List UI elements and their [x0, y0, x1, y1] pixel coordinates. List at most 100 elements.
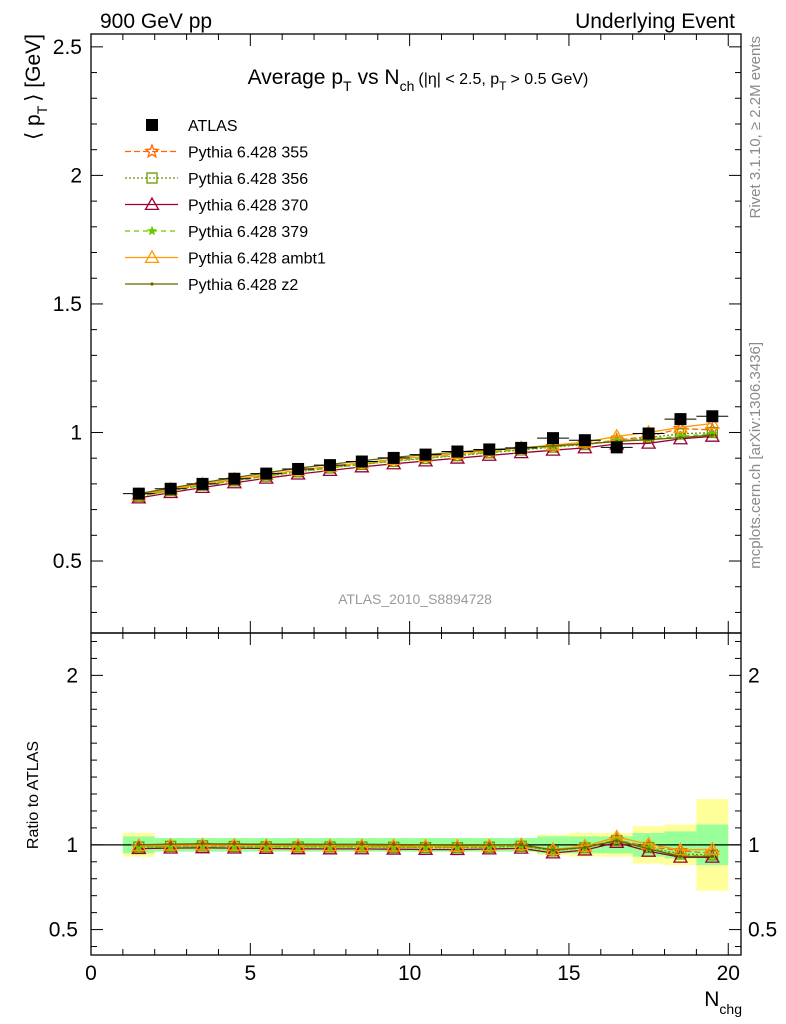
- series-line-main: [138, 431, 713, 497]
- y-tick-label-main: 2.5: [53, 36, 82, 59]
- y-tick-label-main: 1: [70, 421, 82, 444]
- series-marker-main: [545, 437, 561, 451]
- series-marker-ratio: [169, 842, 173, 846]
- series-marker-ratio: [646, 847, 651, 851]
- title-vs-sub: ch: [400, 78, 415, 94]
- legend-label: Pythia 6.428 356: [188, 171, 308, 188]
- series-marker-ratio: [328, 842, 332, 846]
- y-axis-label: ⟨ pT ⟩ [GeV]: [22, 34, 50, 140]
- data-point: [578, 434, 591, 447]
- series-marker-ratio: [232, 842, 236, 846]
- title-main: Average p: [248, 66, 343, 89]
- series-marker-ratio: [513, 837, 529, 851]
- series-marker-ratio: [360, 842, 364, 846]
- x-axis-label-main: N: [704, 988, 719, 1011]
- series-marker-ratio: [513, 840, 529, 854]
- title-cuts-sub: T: [499, 79, 507, 93]
- series-marker-ratio: [392, 842, 396, 847]
- series-marker-ratio: [615, 839, 619, 843]
- series-marker-ratio: [551, 848, 555, 852]
- ratio-plot-frame: [90, 632, 742, 956]
- header-left: 900 GeV pp: [100, 10, 212, 33]
- series-line-main: [138, 427, 713, 497]
- data-point: [387, 451, 400, 464]
- y-tick-label-main: 0.5: [53, 550, 82, 573]
- series-marker-main: [551, 444, 555, 448]
- data-point: [419, 448, 432, 461]
- mcplots-label: mcplots.cern.ch [arXiv:1306.3436]: [747, 342, 764, 569]
- series-marker-ratio: [455, 843, 460, 847]
- rivet-version-label: Rivet 3.1.10, ≥ 2.2M events: [747, 36, 764, 219]
- data-point: [355, 455, 368, 468]
- series-marker-ratio: [131, 840, 147, 855]
- series-marker-ratio: [678, 854, 683, 859]
- series-marker-ratio: [583, 845, 587, 850]
- title-vs: vs N: [358, 66, 400, 89]
- series-marker-main: [672, 419, 689, 433]
- series-marker-ratio: [322, 838, 338, 852]
- legend-marker: [146, 172, 158, 184]
- x-tick-label: 20: [717, 962, 740, 985]
- series-marker-ratio: [577, 838, 593, 852]
- series-marker-ratio: [258, 840, 274, 854]
- series-marker-ratio: [481, 841, 497, 855]
- y-tick-label-ratio-right: 2: [748, 664, 760, 687]
- analysis-id: ATLAS_2010_S8894728: [338, 591, 492, 607]
- series-marker-main: [640, 435, 657, 449]
- atlas-data-points: [122, 410, 729, 500]
- ratio-axis-label: Ratio to ATLAS: [25, 741, 42, 849]
- series-marker-ratio: [137, 843, 141, 847]
- series-marker-ratio: [290, 838, 306, 852]
- x-tick-label: 0: [85, 962, 97, 985]
- data-point: [323, 459, 336, 472]
- series-marker-ratio: [640, 843, 657, 857]
- series-marker-ratio: [290, 840, 306, 855]
- y-tick-label-ratio-left: 0.5: [49, 919, 78, 942]
- series-marker-ratio: [487, 843, 491, 847]
- series-marker-ratio: [386, 841, 402, 855]
- series-marker-ratio: [354, 837, 370, 852]
- data-point: [515, 441, 528, 454]
- series-marker-ratio: [354, 841, 370, 855]
- legend-marker: [144, 143, 160, 159]
- series-marker-ratio: [545, 845, 561, 859]
- legend-label: Pythia 6.428 ambt1: [188, 251, 326, 268]
- legend-label: Pythia 6.428 z2: [188, 277, 298, 294]
- series-marker-ratio: [423, 843, 428, 847]
- series-marker-main: [706, 426, 718, 439]
- data-point: [228, 472, 241, 485]
- x-tick-label: 5: [244, 962, 256, 985]
- data-point: [196, 477, 209, 490]
- y-tick-label-ratio-right: 1: [748, 834, 760, 857]
- y-axis-label-sub: T: [34, 105, 50, 114]
- series-marker-ratio: [226, 840, 243, 854]
- y-tick-label-main: 1.5: [53, 293, 82, 316]
- series-marker-main: [710, 433, 714, 437]
- series-marker-ratio: [704, 841, 720, 855]
- title-cuts-a: (|η| < 2.5, p: [418, 71, 499, 88]
- data-point: [164, 482, 177, 495]
- data-point: [674, 413, 687, 426]
- legend-marker-atlas: [146, 119, 158, 131]
- series-marker-ratio: [322, 841, 338, 855]
- series-marker-ratio: [545, 841, 561, 856]
- ratio-series: [130, 829, 721, 863]
- y-axis-label-close: ⟩ [GeV]: [22, 34, 45, 102]
- series-marker-ratio: [264, 842, 268, 846]
- data-point: [132, 487, 145, 500]
- x-axis-label-sub: chg: [719, 1001, 742, 1017]
- legend-marker: [146, 225, 158, 236]
- y-tick-label-ratio-left: 2: [66, 664, 78, 687]
- legend-marker: [144, 196, 160, 211]
- data-point: [260, 467, 273, 480]
- series-marker-ratio: [577, 842, 593, 856]
- legend-label: Pythia 6.428 355: [188, 145, 308, 162]
- y-axis-label-open: ⟨ p: [22, 114, 45, 140]
- series-marker-main: [704, 415, 720, 430]
- legend-marker: [144, 249, 160, 264]
- data-point: [451, 445, 464, 458]
- legend-label: Pythia 6.428 370: [188, 198, 308, 215]
- data-point: [547, 432, 560, 445]
- data-point: [292, 462, 305, 475]
